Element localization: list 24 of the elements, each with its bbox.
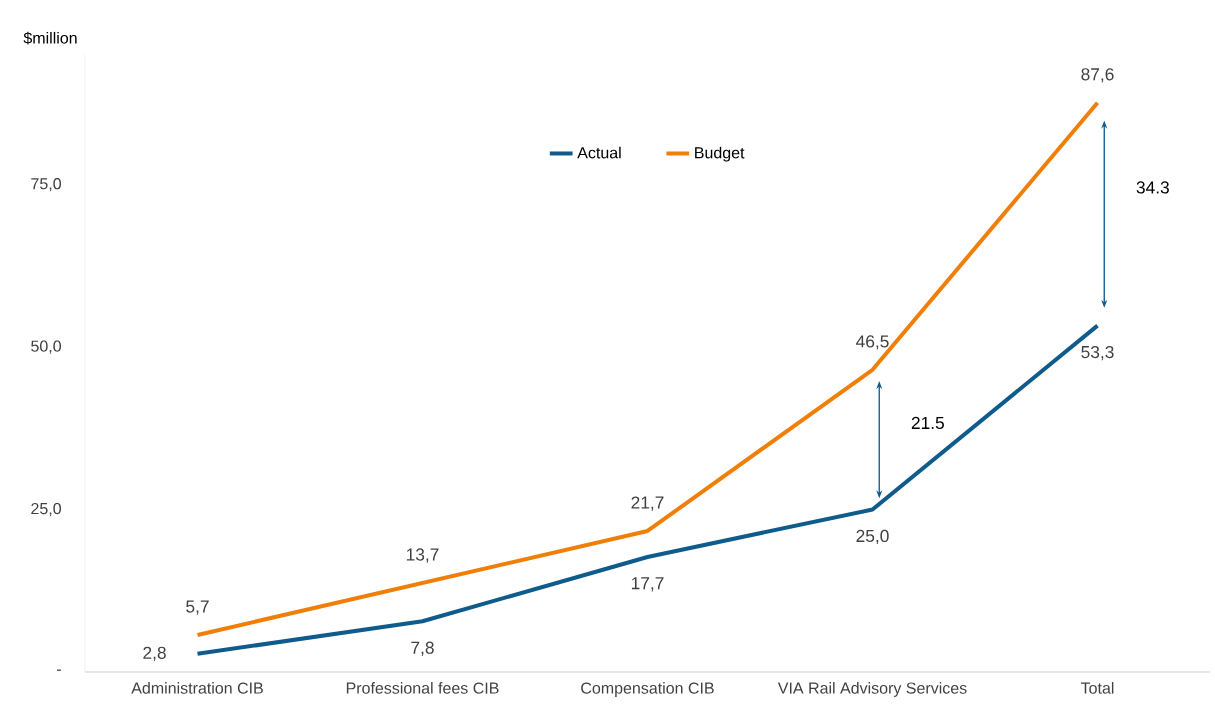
data-label: 25,0 [856,529,889,545]
legend-label: Budget [695,146,745,162]
x-tick-label: Compensation CIB [581,682,714,697]
y-axis-title: $million [23,31,77,45]
y-tick-label: 25,0 [31,502,62,517]
x-tick-label: Professional fees CIB [346,682,499,694]
y-tick-label: 50,0 [31,340,62,354]
data-label: 2,8 [143,646,166,661]
data-label: 13,7 [406,548,439,563]
y-tick-label: 75,0 [31,178,62,192]
y-tick-label: - [57,669,61,671]
x-tick-label: Total [1080,682,1114,694]
data-label: 53,3 [1081,345,1114,361]
data-label: 7,8 [411,641,434,656]
annotation: 21.5 [911,416,944,430]
data-label: 17,7 [631,577,664,592]
data-label: 5,7 [186,600,209,615]
x-tick-label: Administration CIB [131,682,263,694]
data-label: 46,5 [856,335,889,350]
x-tick-label: VIA Rail Advisory Services [777,682,967,697]
annotation: 34.3 [1136,181,1169,194]
data-label: 87,6 [1081,68,1114,83]
legend-label: Actual [577,146,621,159]
data-label: 21,7 [631,496,664,511]
